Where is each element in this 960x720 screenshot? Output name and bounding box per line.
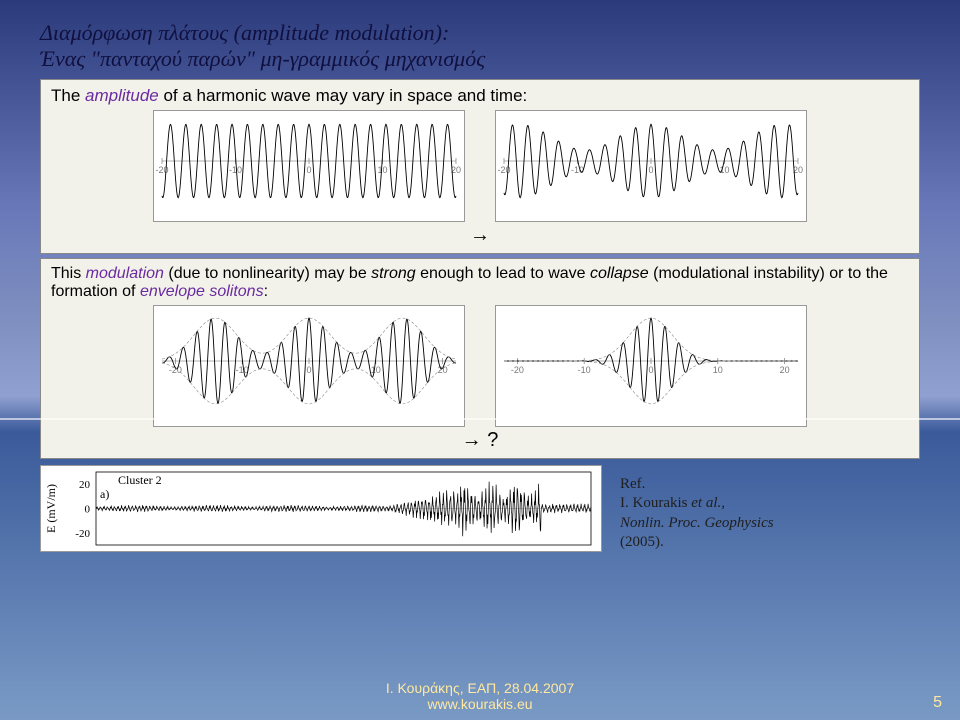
modulation-box: This modulation (due to nonlinearity) ma… [40, 258, 920, 459]
cluster-data-chart: 20 0 -20 E (mV/m) Cluster 2 a) [40, 465, 602, 552]
text: The [51, 86, 85, 105]
text: (due to nonlinearity) may be [164, 265, 371, 282]
slide-footer: Ι. Κουράκης, ΕΑΠ, 28.04.2007 www.kouraki… [0, 680, 960, 712]
svg-text:-20: -20 [511, 365, 524, 375]
svg-text:-10: -10 [236, 365, 249, 375]
text: : [264, 283, 268, 300]
reference-block: Ref. I. Kourakis et al., Nonlin. Proc. G… [620, 475, 774, 553]
svg-text:0: 0 [85, 503, 91, 515]
svg-text:20: 20 [780, 365, 790, 375]
text: This [51, 265, 86, 282]
page-number: 5 [933, 694, 942, 712]
modulation-word: modulation [86, 265, 164, 282]
title-line-2: Ένας "πανταχού παρών" μη-γραμμικός μηχαν… [40, 46, 920, 72]
text: , [721, 495, 725, 511]
svg-text:0: 0 [306, 365, 311, 375]
svg-text:0: 0 [306, 165, 311, 175]
ref-journal: Nonlin. Proc. Geophysics [620, 515, 774, 531]
top-charts-row: -20-1001020 -20-1001020 [51, 110, 909, 222]
ref-year: (2005). [620, 533, 774, 553]
chart-harmonic-uniform: -20-1001020 [153, 110, 465, 222]
svg-text:0: 0 [648, 365, 653, 375]
text: strong [371, 265, 415, 282]
ref-citation: I. Kourakis et al., [620, 494, 774, 514]
svg-text:0: 0 [648, 165, 653, 175]
svg-text:a): a) [100, 487, 109, 501]
modulation-sentence: This modulation (due to nonlinearity) ma… [51, 265, 909, 301]
svg-text:20: 20 [79, 479, 91, 491]
ref-label: Ref. [620, 475, 774, 495]
amplitude-box: The amplitude of a harmonic wave may var… [40, 79, 920, 254]
text: collapse [590, 265, 649, 282]
svg-text:E (mV/m): E (mV/m) [44, 484, 58, 533]
title-line-1: Διαμόρφωση πλάτους (amplitude modulation… [40, 20, 920, 46]
chart-single-soliton: -20 -10 0 10 20 [495, 305, 807, 427]
footer-line-2: www.kourakis.eu [0, 696, 960, 712]
svg-text:-20: -20 [75, 528, 90, 540]
svg-text:Cluster 2: Cluster 2 [118, 473, 162, 487]
svg-text:10: 10 [371, 365, 381, 375]
svg-text:-10: -10 [578, 365, 591, 375]
text: enough to lead to wave [416, 265, 590, 282]
amplitude-sentence: The amplitude of a harmonic wave may var… [51, 86, 909, 106]
footer-line-1: Ι. Κουράκης, ΕΑΠ, 28.04.2007 [0, 680, 960, 696]
svg-text:-10: -10 [571, 165, 584, 175]
ref-author: I. Kourakis [620, 495, 691, 511]
chart-wave-packets: -20 -10 0 10 20 [153, 305, 465, 427]
text: of a harmonic wave may vary in space and… [159, 86, 528, 105]
ref-journal-line: Nonlin. Proc. Geophysics [620, 514, 774, 534]
bottom-charts-row: -20 -10 0 10 20 -20 -10 0 10 20 [51, 305, 909, 427]
svg-text:10: 10 [377, 165, 387, 175]
svg-text:10: 10 [719, 165, 729, 175]
cluster-row: 20 0 -20 E (mV/m) Cluster 2 a) Ref. I. Kourak… [40, 465, 920, 553]
ref-etal: et al. [691, 495, 721, 511]
slide: Διαμόρφωση πλάτους (amplitude modulation… [0, 0, 960, 720]
arrow-2: → ? [51, 429, 909, 452]
envelope-solitons-word: envelope solitons [140, 283, 264, 300]
svg-text:10: 10 [713, 365, 723, 375]
slide-title: Διαμόρφωση πλάτους (amplitude modulation… [40, 20, 920, 73]
amplitude-word: amplitude [85, 86, 159, 105]
arrow-1: → [51, 224, 909, 247]
svg-text:20: 20 [438, 365, 448, 375]
svg-text:-20: -20 [169, 365, 182, 375]
svg-text:-10: -10 [229, 165, 242, 175]
chart-harmonic-modulated: -20-1001020 [495, 110, 807, 222]
